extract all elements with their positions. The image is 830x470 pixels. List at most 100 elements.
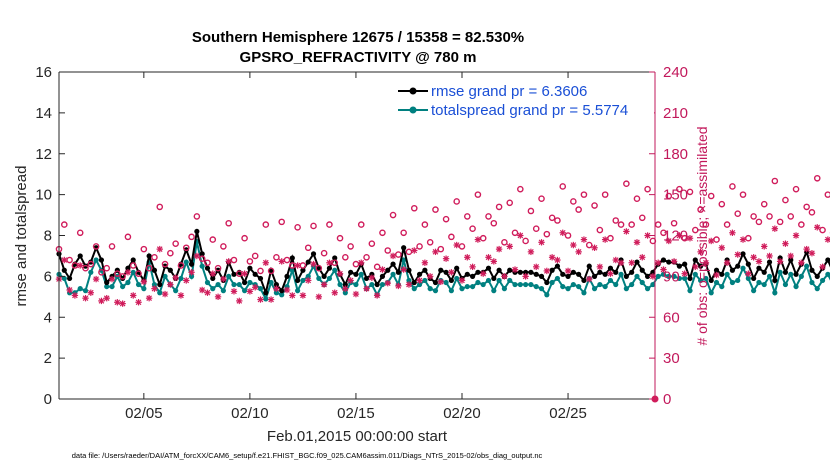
spread-point [469,283,476,290]
obs-possible-point [585,241,593,249]
obs-possible-point [251,252,259,260]
x-tick-label: 02/15 [337,405,375,422]
obs-possible-point [241,234,248,242]
obs-assimilated-point [225,258,232,265]
rmse-point [448,277,454,284]
obs-assimilated-point [241,270,248,277]
obs-assimilated-point [761,243,768,250]
obs-possible-point [92,243,100,250]
spread-point [549,279,555,286]
obs-possible-point [135,270,142,277]
obs-possible-point [755,218,763,226]
obs-possible-point [617,221,625,228]
obs-assimilated-point [416,277,423,284]
obs-possible-point [448,233,455,241]
rmse-point [151,267,158,273]
obs-assimilated-point [347,277,354,284]
rmse-point [454,265,460,271]
obs-assimilated-point [294,262,301,269]
obs-assimilated-point [368,274,376,281]
obs-assimilated-point [474,236,482,243]
spread-point [782,281,789,288]
obs-possible-point [591,202,598,209]
rmse-point [629,269,635,275]
obs-possible-point [824,191,830,198]
obs-possible-point [665,192,673,200]
spread-point [130,269,136,275]
obs-assimilated-point [331,289,338,296]
spread-point [602,283,608,290]
obs-assimilated-point [623,228,630,235]
obs-assimilated-point [559,229,566,236]
spread-point [544,292,550,298]
rmse-point [809,267,815,273]
rmse-point [538,273,545,279]
rmse-point [194,228,200,235]
obs-possible-point [172,240,179,247]
obs-possible-point [230,256,238,264]
spread-point [82,288,89,294]
obs-possible-point [532,225,540,232]
x-tick-label: 02/25 [549,405,587,422]
spread-point [88,269,94,275]
obs-assimilated-point [198,286,206,294]
rmse-point [130,257,136,263]
rmse-point [676,263,682,269]
obs-assimilated-point [824,236,830,243]
spread-point [401,257,407,263]
spread-point [698,277,704,284]
rmse-point [464,271,470,277]
spread-point [120,283,126,290]
obs-possible-point [517,185,524,193]
spread-point [162,273,168,279]
obs-possible-point [734,210,742,217]
obs-assimilated-point [591,244,598,251]
obs-assimilated-point [819,263,826,271]
obs-assimilated-point [527,248,535,256]
spread-point [247,279,253,286]
spread-point [735,277,741,284]
x-axis-label: Feb.01,2015 00:00:00 start [267,428,448,445]
obs-possible-point [87,260,95,268]
obs-assimilated-point [586,275,593,283]
obs-possible-point [601,191,609,198]
rmse-point [77,253,83,259]
obs-assimilated-point [384,279,391,287]
obs-possible-point [522,237,529,245]
rmse-point [602,271,608,277]
obs-possible-point [304,244,312,252]
legend-box [392,78,654,122]
obs-possible-point [214,264,222,272]
obs-assimilated-point [644,232,651,239]
rmse-point [295,277,301,284]
rmse-point [401,245,407,251]
rmse-point [623,273,629,279]
obs-possible-point [98,268,105,276]
obs-assimilated-point [358,259,365,266]
obs-assimilated-point [209,270,216,277]
rmse-point [565,273,571,279]
obs-possible-point [357,221,365,228]
obs-assimilated-point [665,237,672,245]
spread-point [570,281,576,288]
obs-assimilated-point [426,273,434,280]
obs-assimilated-point [681,270,688,277]
spread-point [496,277,502,284]
spread-point [554,275,561,282]
obs-possible-point [623,180,630,188]
obs-assimilated-point [66,286,73,294]
spread-point [305,273,311,279]
spread-point [109,283,115,290]
obs-possible-point [729,183,736,190]
obs-assimilated-point [533,263,540,271]
spread-point [93,257,99,263]
spread-point [724,271,730,277]
obs-possible-point [596,226,604,234]
rmse-point [422,267,428,273]
obs-possible-point [527,207,535,215]
obs-assimilated-point [124,269,132,276]
spread-point [809,279,815,286]
rmse-point [687,275,693,282]
obs-possible-point [458,243,466,250]
obs-assimilated-point [92,275,100,283]
